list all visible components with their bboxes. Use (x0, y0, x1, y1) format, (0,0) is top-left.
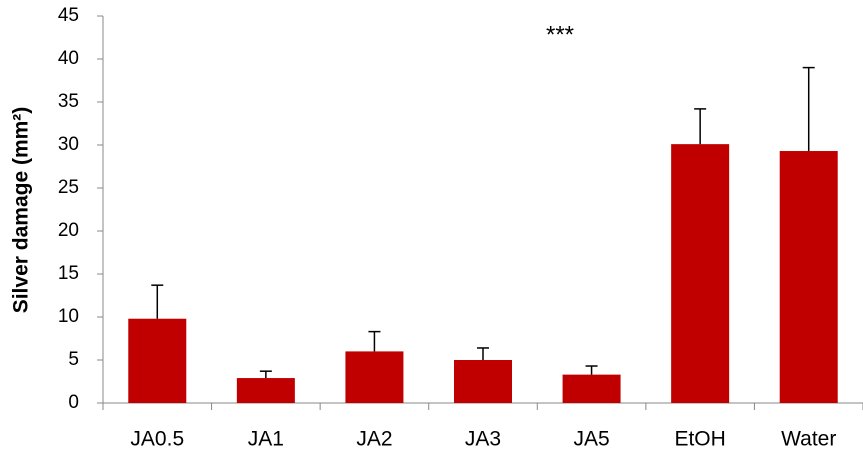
bar (779, 151, 838, 403)
y-tick-label: 30 (58, 134, 79, 155)
annotation: *** (546, 21, 574, 48)
y-tick-label: 40 (58, 48, 79, 69)
y-tick-label: 25 (58, 177, 79, 198)
bar (128, 318, 187, 403)
x-tick-label: JA5 (573, 428, 609, 451)
x-tick-label: EtOH (674, 428, 725, 451)
y-axis-label: Silver damage (mm²) (10, 107, 33, 314)
y-tick-label: 20 (58, 220, 79, 241)
y-tick-label: 15 (58, 263, 79, 284)
x-tick-label: JA1 (248, 428, 284, 451)
y-tick-label: 5 (68, 349, 79, 370)
x-tick-label: Water (781, 428, 836, 451)
x-tick-label: JA2 (356, 428, 392, 451)
bar (562, 374, 621, 403)
bar (454, 360, 512, 403)
x-tick-label: JA3 (465, 428, 501, 451)
y-tick-label: 45 (58, 5, 79, 26)
bar (671, 144, 730, 403)
x-tick-label: JA0.5 (130, 428, 184, 451)
bar (345, 351, 404, 403)
y-tick-label: 35 (58, 91, 79, 112)
y-tick-label: 10 (58, 306, 79, 327)
y-tick-label: 0 (68, 392, 79, 413)
bar (236, 378, 295, 403)
